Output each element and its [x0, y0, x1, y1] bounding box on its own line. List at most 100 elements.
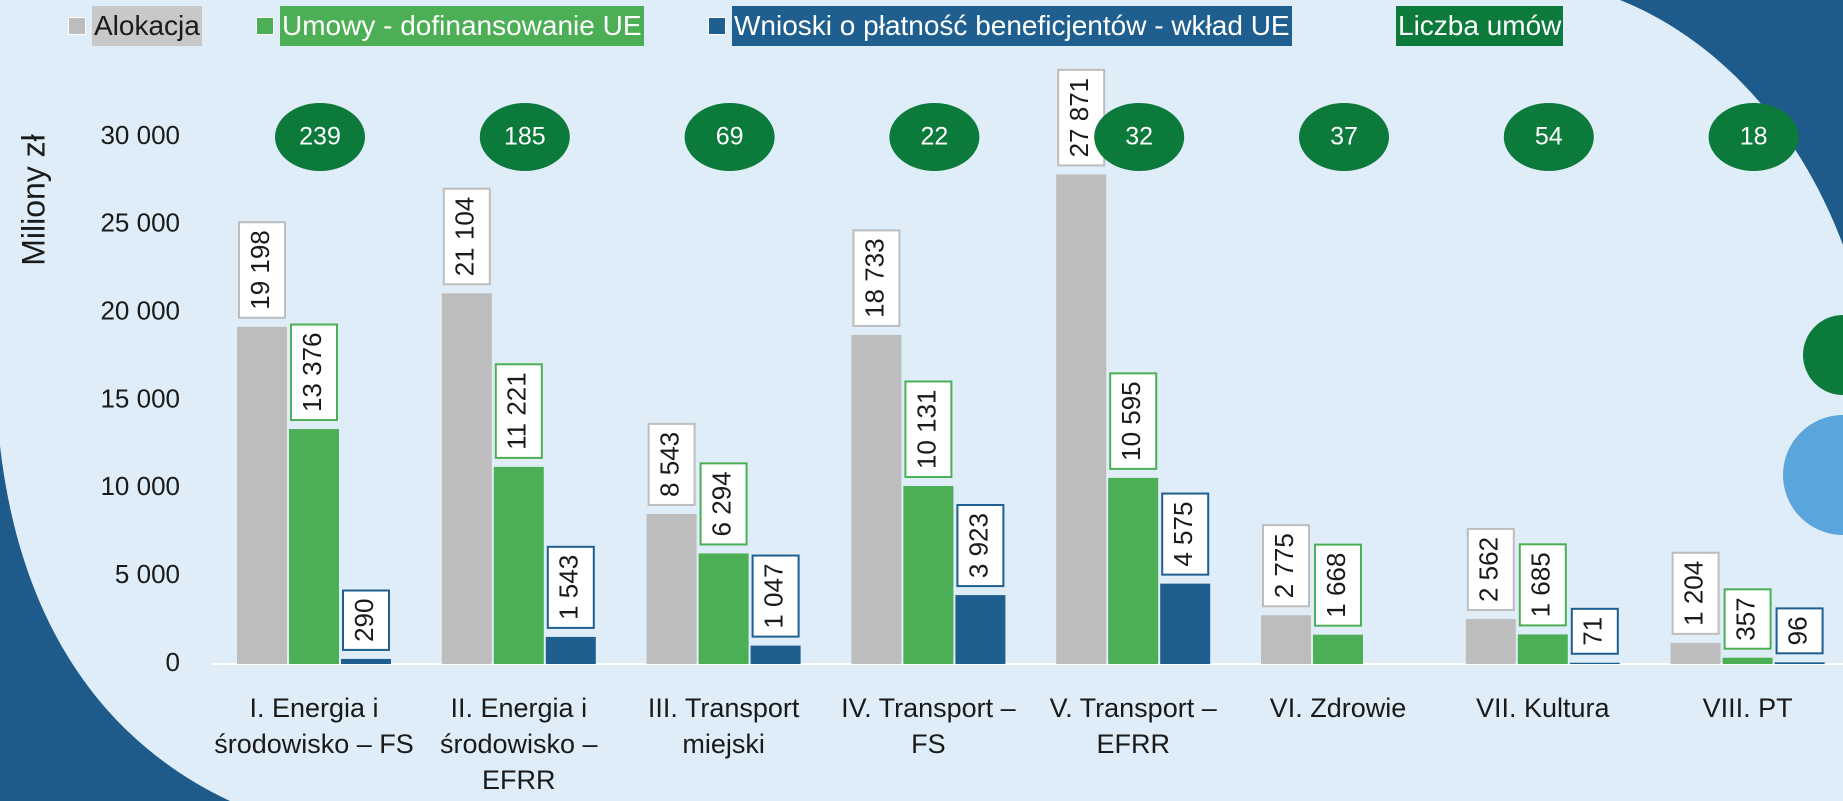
- legend-label: Liczba umów: [1396, 6, 1563, 46]
- data-label-text: 2 562: [1474, 537, 1504, 602]
- data-label: 6 294: [701, 463, 747, 544]
- bar: [1313, 635, 1363, 664]
- bar: [1518, 634, 1568, 664]
- bar: [494, 467, 544, 664]
- data-label-text: 13 376: [297, 332, 327, 412]
- y-tick-label: 20 000: [100, 296, 180, 326]
- data-label-text: 290: [349, 599, 379, 642]
- bar: [1671, 643, 1721, 664]
- legend-swatch: [708, 17, 726, 35]
- bar: [1261, 615, 1311, 664]
- bar: [699, 553, 749, 664]
- legend-item: Liczba umów: [1396, 6, 1563, 46]
- chart: Miliony zł 0 5 000 10 000 15 000 20 000 25 00…: [0, 0, 1843, 801]
- data-label-text: 10 131: [911, 390, 941, 470]
- bar: [1570, 663, 1620, 664]
- count-label: 37: [1330, 123, 1358, 151]
- bar: [289, 429, 339, 664]
- data-label: 2 775: [1263, 525, 1309, 606]
- data-label: 2 562: [1468, 529, 1514, 610]
- data-label-text: 357: [1730, 597, 1760, 640]
- data-label: 290: [343, 591, 389, 650]
- bar: [237, 327, 287, 664]
- data-label-text: 2 775: [1269, 533, 1299, 598]
- data-label: 1 685: [1520, 544, 1566, 625]
- data-label-text: 1 668: [1321, 553, 1351, 618]
- x-tick-label: IV. Transport – FS: [828, 690, 1028, 762]
- data-label: 357: [1725, 589, 1771, 648]
- count-label: 54: [1535, 123, 1563, 151]
- legend-item: Umowy - dofinansowanie UE: [256, 6, 644, 46]
- bar: [955, 595, 1005, 664]
- x-tick-label: I. Energia i środowisko – FS: [214, 690, 414, 762]
- data-label: 8 543: [649, 424, 695, 505]
- data-label-text: 27 871: [1064, 78, 1094, 158]
- data-label-text: 71: [1578, 617, 1608, 646]
- count-label: 185: [504, 123, 546, 151]
- x-tick-label: II. Energia i środowisko – EFRR: [419, 690, 619, 798]
- data-label: 21 104: [444, 189, 490, 285]
- x-tick-label: VIII. PT: [1648, 690, 1843, 726]
- count-label: 69: [716, 123, 744, 151]
- data-label: 96: [1777, 608, 1823, 653]
- data-label: 1 543: [548, 547, 594, 628]
- y-tick-label: 15 000: [100, 383, 180, 413]
- count-label: 18: [1740, 123, 1768, 151]
- bar: [1775, 662, 1825, 664]
- data-label: 1 668: [1315, 545, 1361, 626]
- bar: [1160, 584, 1210, 664]
- legend-swatch: [68, 17, 86, 35]
- data-label-text: 1 685: [1526, 552, 1556, 617]
- decoration: [1803, 315, 1843, 395]
- data-label: 4 575: [1162, 494, 1208, 575]
- x-tick-label: V. Transport – EFRR: [1033, 690, 1233, 762]
- y-tick-label: 30 000: [100, 120, 180, 150]
- y-axis-label: Miliony zł: [15, 134, 51, 266]
- data-label-text: 10 595: [1116, 381, 1146, 461]
- legend-label: Alokacja: [92, 6, 202, 46]
- bar: [1056, 174, 1106, 664]
- data-label: 1 047: [753, 556, 799, 637]
- bar: [1466, 619, 1516, 664]
- data-label-text: 96: [1782, 616, 1812, 645]
- legend-item: Wnioski o płatność beneficjentów - wkład…: [708, 6, 1292, 46]
- legend-swatch: [256, 17, 274, 35]
- bar: [851, 335, 901, 664]
- data-label-text: 1 204: [1678, 561, 1708, 626]
- y-tick-label: 5 000: [115, 559, 180, 589]
- data-label: 11 221: [496, 364, 542, 458]
- data-label: 19 198: [239, 222, 285, 318]
- bar: [751, 646, 801, 664]
- page: {"chart_data": {"type": "bar", "y_axis_l…: [0, 0, 1843, 801]
- count-label: 239: [299, 123, 341, 151]
- data-label-text: 6 294: [706, 471, 736, 536]
- legend-label: Wnioski o płatność beneficjentów - wkład…: [732, 6, 1292, 46]
- data-label: 10 131: [905, 382, 951, 478]
- data-label: 18 733: [853, 230, 899, 326]
- data-label: 27 871: [1058, 70, 1104, 166]
- data-label-text: 19 198: [245, 230, 275, 310]
- decoration: [1783, 415, 1843, 535]
- data-label-text: 11 221: [502, 372, 532, 450]
- y-tick-label: 10 000: [100, 471, 180, 501]
- bar: [341, 659, 391, 664]
- data-label-text: 18 733: [859, 238, 889, 318]
- data-label: 3 923: [957, 505, 1003, 586]
- data-label-text: 21 104: [450, 197, 480, 277]
- data-label: 1 204: [1673, 553, 1719, 634]
- bar: [546, 637, 596, 664]
- bar: [903, 486, 953, 664]
- data-label-text: 4 575: [1168, 502, 1198, 567]
- bar: [442, 293, 492, 664]
- count-label: 22: [920, 123, 948, 151]
- data-label: 10 595: [1110, 373, 1156, 469]
- data-label-text: 8 543: [654, 432, 684, 497]
- data-label: 13 376: [291, 324, 337, 420]
- bar: [1723, 658, 1773, 664]
- y-tick-label: 25 000: [100, 208, 180, 238]
- data-label-text: 1 543: [554, 555, 584, 620]
- data-label-text: 1 047: [758, 564, 788, 629]
- bar: [1108, 478, 1158, 664]
- x-tick-label: VII. Kultura: [1443, 690, 1643, 726]
- y-tick-label: 0: [166, 647, 180, 677]
